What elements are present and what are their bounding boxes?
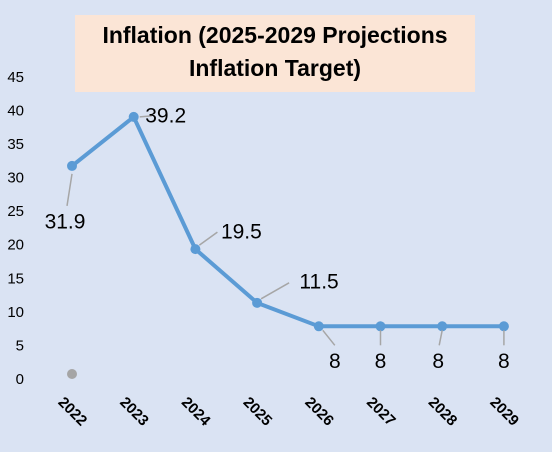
y-tick-label: 15	[7, 270, 24, 287]
chart-title: Inflation Target)	[189, 55, 361, 81]
data-label: 8	[375, 350, 387, 373]
point	[67, 160, 77, 171]
data-label: 8	[329, 350, 341, 373]
point	[252, 297, 263, 308]
x-tick-label: 2027	[363, 394, 399, 430]
leader-line	[438, 330, 443, 346]
data-label: 31.9	[45, 210, 86, 233]
y-tick-label: 25	[7, 203, 24, 220]
leader-line	[66, 173, 73, 207]
data-label: 8	[432, 350, 444, 373]
data-label: 19.5	[221, 221, 262, 244]
x-tick-label: 2025	[240, 394, 276, 430]
leader-line	[260, 282, 290, 300]
chart-title: Inflation (2025-2029 Projections	[102, 22, 447, 48]
data-label: 39.2	[145, 104, 186, 127]
leader-line	[139, 115, 152, 118]
x-tick-label: 2024	[178, 394, 214, 430]
y-tick-label: 45	[7, 69, 24, 86]
y-tick-label: 10	[7, 304, 24, 321]
title-box	[75, 15, 475, 92]
point	[498, 321, 509, 332]
y-tick-label: 5	[16, 337, 24, 354]
y-tick-label: 30	[7, 170, 24, 187]
point	[313, 321, 324, 332]
marker-decoration	[67, 369, 77, 379]
point	[437, 321, 448, 332]
data-label: 11.5	[299, 270, 338, 293]
x-tick-label: 2022	[55, 394, 91, 430]
y-tick-label: 20	[7, 237, 24, 254]
x-tick-label: 2023	[116, 394, 152, 430]
leader-line	[322, 329, 336, 346]
y-tick-label: 0	[16, 371, 24, 388]
line	[70, 114, 504, 329]
x-tick-label: 2028	[425, 394, 461, 430]
point	[190, 244, 201, 255]
x-tick-label: 2026	[301, 394, 337, 430]
point	[375, 321, 386, 332]
point	[128, 111, 139, 122]
x-tick-label: 2029	[486, 394, 522, 430]
leader-line	[198, 231, 218, 246]
y-tick-label: 35	[7, 136, 24, 153]
data-label: 8	[498, 350, 510, 373]
y-tick-label: 40	[7, 103, 24, 120]
